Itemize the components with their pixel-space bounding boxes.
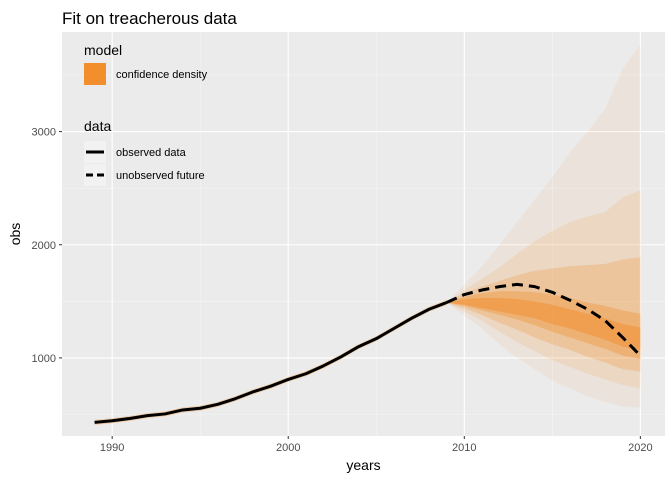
confidence-band-4 (446, 297, 641, 350)
x-tick-label: 1990 (100, 442, 124, 454)
y-tick-label: 2000 (32, 240, 56, 252)
legend-label-confidence-density: confidence density (116, 69, 208, 81)
y-tick-label: 1000 (32, 353, 56, 365)
unobserved-future-line (446, 282, 642, 357)
data-lines (94, 282, 642, 424)
x-axis-ticks: 1990 2000 2010 2020 (100, 436, 653, 454)
confidence-band-1 (446, 190, 641, 389)
legend-key-future-bg (84, 164, 106, 186)
legend-title-data: data (84, 118, 111, 134)
x-tick-label: 2020 (628, 442, 652, 454)
legend-swatch-confidence-density (84, 63, 106, 85)
observed-data-line (94, 301, 448, 424)
confidence-bands (94, 44, 641, 425)
major-gridlines (62, 32, 665, 436)
x-tick-label: 2000 (276, 442, 300, 454)
legend-title-model: model (84, 42, 122, 58)
chart-title: Fit on treacherous data (62, 9, 237, 28)
legend-label-observed-data: observed data (116, 147, 187, 159)
y-axis-title: obs (7, 223, 23, 246)
x-tick-label: 2010 (452, 442, 476, 454)
x-axis-title: years (346, 457, 380, 473)
legend: model confidence density data observed d… (84, 42, 208, 186)
plot-panel (62, 32, 665, 436)
y-tick-label: 3000 (32, 127, 56, 139)
y-axis-ticks: 1000 2000 3000 (32, 127, 62, 365)
legend-label-unobserved-future: unobserved future (116, 170, 205, 182)
